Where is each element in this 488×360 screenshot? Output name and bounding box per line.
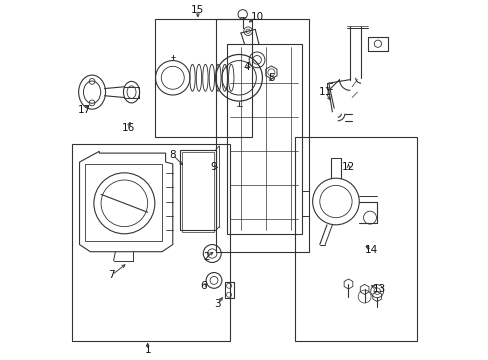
Bar xyxy=(215,19,308,252)
Text: 3: 3 xyxy=(214,299,221,309)
Text: 13: 13 xyxy=(371,284,385,294)
Text: 4: 4 xyxy=(243,62,249,72)
Bar xyxy=(72,144,230,341)
Text: 6: 6 xyxy=(200,281,206,291)
Bar xyxy=(155,19,251,137)
Text: 2: 2 xyxy=(203,252,210,262)
Text: 1: 1 xyxy=(144,345,151,355)
Text: 12: 12 xyxy=(341,162,354,172)
Text: 15: 15 xyxy=(191,5,204,15)
Bar xyxy=(226,44,301,234)
Text: 17: 17 xyxy=(78,105,91,115)
Bar xyxy=(294,137,416,341)
Text: 16: 16 xyxy=(121,123,134,133)
Text: 8: 8 xyxy=(169,150,176,160)
Text: 7: 7 xyxy=(108,270,115,280)
Text: 14: 14 xyxy=(365,245,378,255)
Text: 5: 5 xyxy=(267,73,274,83)
Text: 11: 11 xyxy=(318,87,331,97)
Text: 9: 9 xyxy=(210,162,217,172)
Bar xyxy=(180,149,215,230)
Bar xyxy=(182,152,214,232)
Text: 10: 10 xyxy=(250,12,263,22)
